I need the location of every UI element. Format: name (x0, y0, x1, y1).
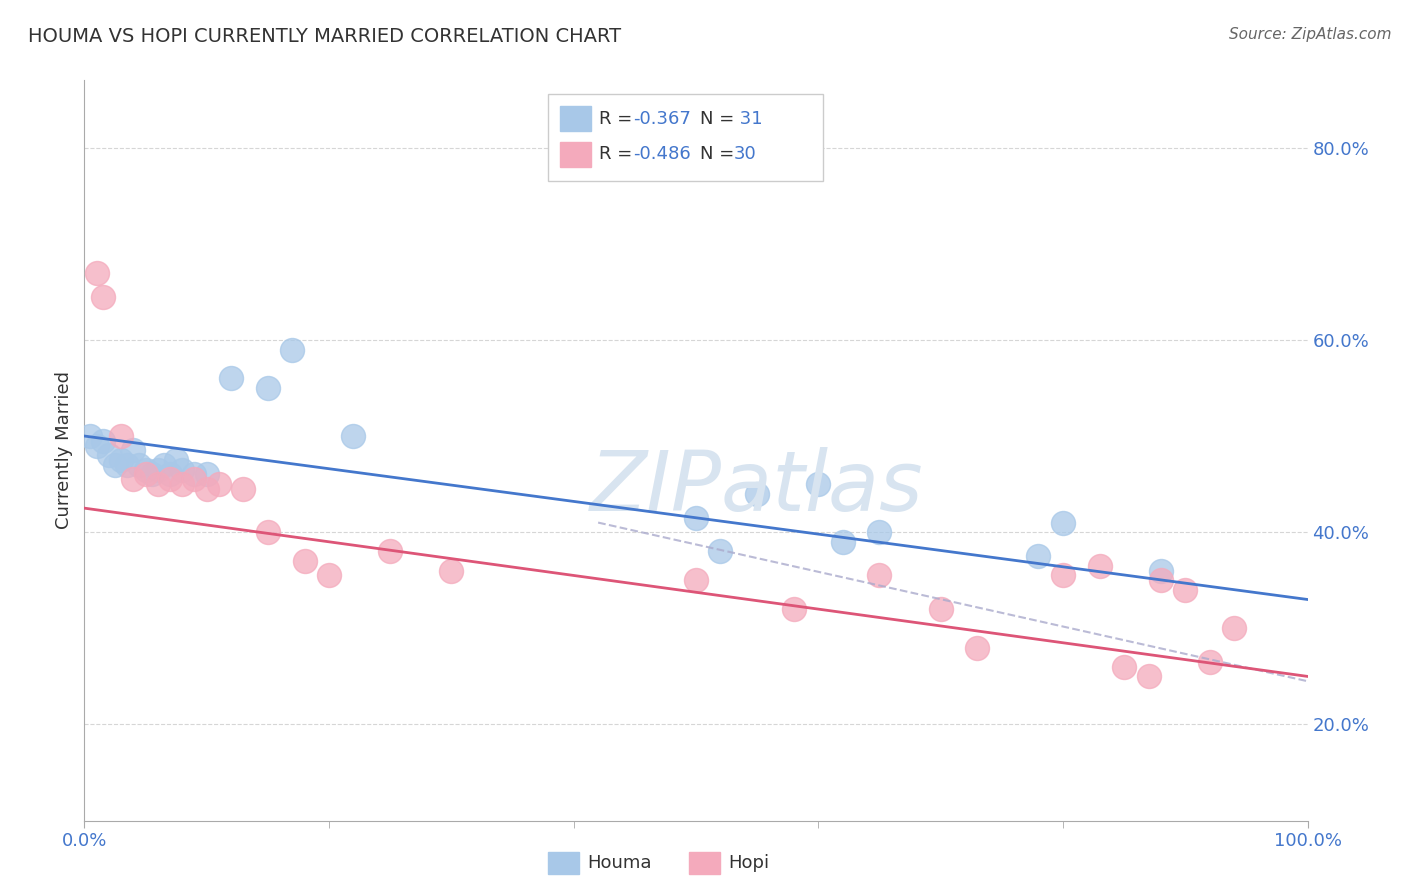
Point (110, 453, 132, 467)
Point (318, 568, 340, 582)
Point (1052, 516, 1074, 530)
Point (232, 482, 254, 496)
Point (141, 467, 163, 482)
Point (91, 434, 114, 448)
Point (966, 640, 988, 655)
Point (110, 429, 132, 443)
Text: Source: ZipAtlas.com: Source: ZipAtlas.com (1229, 27, 1392, 42)
Point (1028, 549, 1050, 564)
Point (135, 467, 157, 482)
Text: Houma: Houma (588, 854, 652, 871)
Point (172, 463, 194, 477)
Text: -0.486: -0.486 (633, 145, 690, 163)
Point (104, 458, 127, 472)
Point (86, 266, 108, 280)
Point (1114, 660, 1136, 674)
Point (1198, 655, 1220, 669)
Text: 31: 31 (734, 110, 762, 128)
Point (685, 574, 707, 588)
Point (709, 544, 731, 558)
Point (159, 472, 181, 486)
Text: N =: N = (700, 145, 740, 163)
Point (747, 487, 769, 501)
Text: R =: R = (599, 145, 638, 163)
Point (1150, 574, 1173, 588)
Point (159, 467, 181, 482)
Text: Hopi: Hopi (728, 854, 769, 871)
Point (91, 290, 114, 304)
Point (440, 564, 463, 578)
Point (86, 439, 108, 453)
Text: 30: 30 (734, 145, 756, 163)
Point (1137, 669, 1160, 683)
Point (869, 568, 891, 582)
Point (929, 602, 952, 616)
Text: ZIPatlas: ZIPatlas (591, 447, 924, 528)
Point (257, 525, 280, 540)
Point (281, 343, 304, 357)
Point (146, 463, 169, 477)
Point (79, 429, 101, 443)
Point (1088, 558, 1111, 573)
Point (183, 472, 205, 486)
Point (380, 544, 402, 558)
Point (807, 477, 830, 491)
Point (172, 477, 194, 491)
Point (153, 458, 176, 472)
Point (685, 510, 707, 524)
Text: -0.367: -0.367 (633, 110, 690, 128)
Point (122, 443, 145, 458)
Point (135, 463, 157, 477)
Point (219, 371, 242, 385)
Point (128, 458, 150, 472)
Point (115, 458, 138, 472)
Point (1174, 582, 1197, 597)
Point (165, 453, 187, 467)
Point (208, 477, 231, 491)
Point (195, 482, 218, 496)
Point (146, 477, 169, 491)
Point (294, 554, 316, 568)
Text: R =: R = (599, 110, 638, 128)
Point (1150, 564, 1173, 578)
Point (122, 472, 145, 486)
Point (869, 525, 891, 540)
Point (183, 467, 205, 482)
Point (195, 467, 218, 482)
Point (831, 534, 853, 549)
Y-axis label: Currently Married: Currently Married (55, 371, 73, 530)
Point (783, 602, 806, 616)
Text: N =: N = (700, 110, 740, 128)
Point (342, 429, 364, 443)
Point (1052, 568, 1074, 582)
Point (1223, 621, 1246, 635)
Point (257, 381, 280, 395)
Point (97, 448, 120, 462)
Text: HOUMA VS HOPI CURRENTLY MARRIED CORRELATION CHART: HOUMA VS HOPI CURRENTLY MARRIED CORRELAT… (28, 27, 621, 45)
